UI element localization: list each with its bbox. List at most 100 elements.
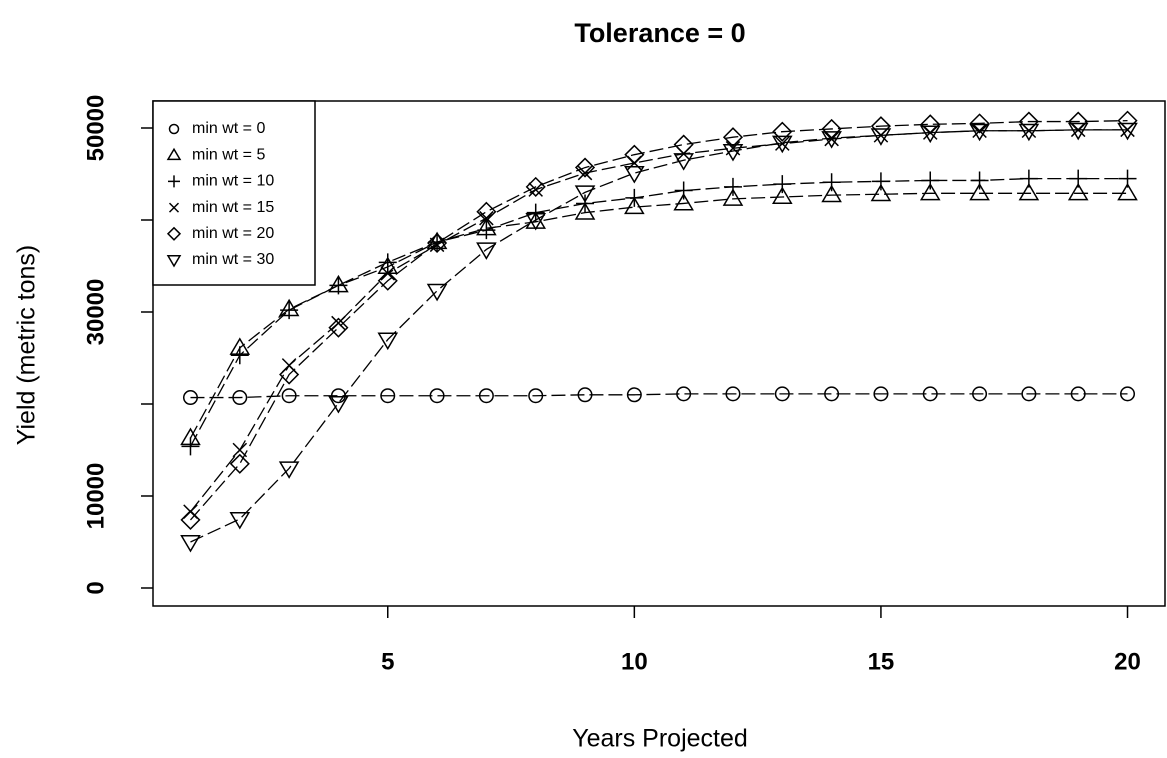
- marker: [1118, 169, 1137, 188]
- series-line: [190, 393, 1128, 399]
- marker: [574, 202, 596, 220]
- marker: [576, 194, 595, 213]
- marker: [525, 176, 546, 197]
- y-tick-label: 50000: [82, 95, 109, 162]
- legend-label: min wt = 20: [192, 225, 274, 242]
- marker: [1019, 169, 1038, 188]
- marker: [279, 364, 300, 385]
- marker: [1068, 111, 1089, 132]
- marker: [821, 184, 842, 203]
- legend-label: min wt = 5: [192, 146, 265, 163]
- marker: [821, 131, 842, 149]
- legend-marker: [166, 147, 182, 161]
- marker: [870, 183, 892, 202]
- marker: [230, 346, 249, 365]
- marker: [180, 509, 201, 530]
- marker: [180, 534, 201, 553]
- marker: [229, 511, 251, 530]
- marker: [824, 386, 840, 402]
- y-tick-label: 10000: [82, 463, 109, 530]
- marker: [870, 128, 892, 146]
- marker: [919, 182, 941, 201]
- marker: [1021, 386, 1037, 402]
- marker: [674, 181, 693, 200]
- marker: [1069, 169, 1088, 188]
- x-axis-label: Years Projected: [572, 725, 748, 753]
- x-tick-label: 10: [621, 648, 648, 675]
- marker: [775, 136, 790, 151]
- marker: [1018, 111, 1039, 132]
- marker: [673, 134, 694, 155]
- marker: [722, 127, 744, 148]
- legend-frame: [152, 100, 316, 286]
- marker: [330, 388, 346, 404]
- marker: [774, 386, 790, 402]
- marker: [673, 153, 694, 171]
- marker: [526, 203, 545, 222]
- marker: [625, 188, 644, 207]
- y-axis-label: Yield (metric tons): [13, 245, 41, 446]
- marker: [329, 276, 348, 295]
- marker: [673, 192, 694, 211]
- marker: [378, 253, 397, 272]
- marker: [479, 210, 494, 226]
- marker: [1117, 122, 1138, 141]
- legend-label: min wt = 0: [192, 120, 265, 137]
- marker: [824, 131, 839, 147]
- marker: [871, 172, 890, 191]
- y-tick-label: 0: [82, 581, 109, 594]
- x-tick-label: 5: [381, 648, 394, 675]
- marker: [281, 388, 297, 404]
- marker: [969, 182, 990, 201]
- marker: [377, 270, 398, 291]
- marker: [280, 301, 299, 320]
- marker: [380, 266, 396, 281]
- legend-marker: [168, 175, 180, 188]
- marker: [377, 332, 399, 351]
- marker: [525, 212, 547, 231]
- marker: [577, 387, 593, 403]
- marker: [1120, 386, 1136, 402]
- marker: [1070, 386, 1086, 402]
- marker: [723, 177, 742, 196]
- marker: [969, 113, 990, 134]
- marker: [725, 386, 741, 402]
- marker: [624, 166, 645, 184]
- legend-entry: min wt = 15: [168, 199, 274, 216]
- marker: [574, 185, 596, 203]
- marker: [232, 390, 248, 406]
- legend-marker: [166, 226, 182, 241]
- x-tick-label: 15: [868, 648, 895, 675]
- marker: [676, 386, 692, 402]
- legend-marker: [168, 123, 180, 135]
- legend-entry: min wt = 20: [166, 225, 274, 242]
- marker: [528, 388, 544, 404]
- marker: [528, 182, 543, 197]
- marker: [181, 437, 200, 456]
- marker: [426, 283, 448, 302]
- series-line: [190, 129, 1128, 543]
- marker: [626, 387, 642, 403]
- marker: [624, 144, 645, 165]
- marker: [771, 135, 793, 154]
- marker: [921, 171, 940, 190]
- legend-marker: [166, 255, 182, 268]
- marker: [722, 188, 744, 206]
- marker: [331, 315, 346, 331]
- marker: [577, 165, 593, 181]
- series-line: [189, 129, 1128, 513]
- series-line: [189, 177, 1128, 447]
- marker: [970, 171, 989, 190]
- marker: [429, 388, 445, 404]
- marker: [428, 233, 447, 252]
- marker: [1067, 182, 1089, 201]
- marker: [328, 317, 349, 338]
- marker: [380, 388, 396, 404]
- marker: [969, 123, 990, 142]
- legend-marker: [168, 202, 180, 213]
- marker: [477, 221, 496, 240]
- marker: [476, 242, 497, 260]
- series-line: [189, 192, 1128, 439]
